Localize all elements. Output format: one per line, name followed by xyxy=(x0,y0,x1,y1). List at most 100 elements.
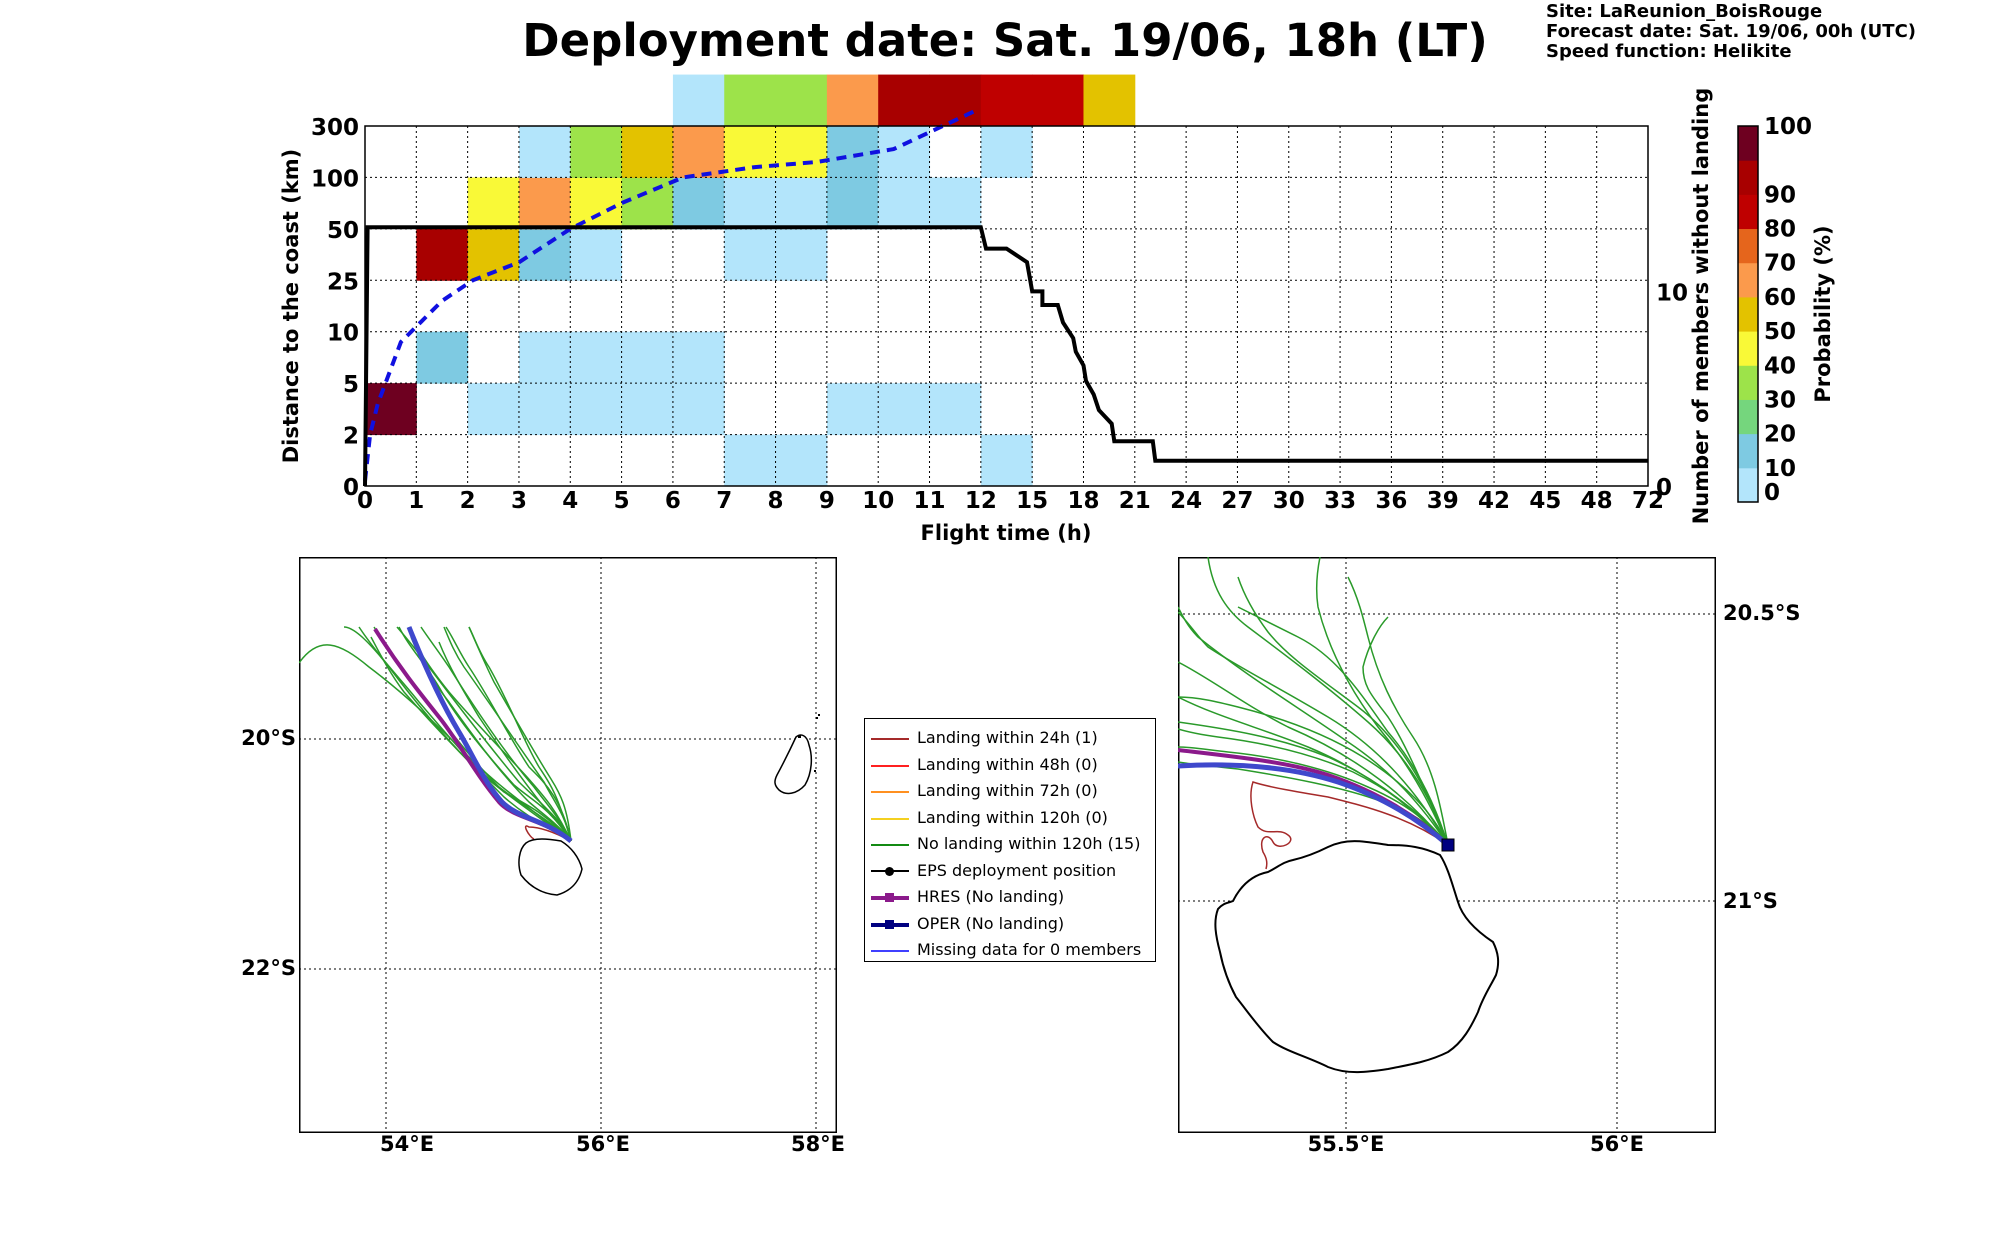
x-tick-label: 39 xyxy=(1427,488,1459,514)
heatmap-cell xyxy=(929,74,982,127)
x-tick-label: 7 xyxy=(716,488,732,514)
heatmap-cell xyxy=(980,126,1033,178)
legend-line-icon xyxy=(871,844,909,846)
heatmap-cell xyxy=(878,177,931,230)
left-map-ytick: 22°S xyxy=(241,956,296,980)
forecast-date-label: Forecast date: Sat. 19/06, 00h (UTC) xyxy=(1546,21,1917,42)
legend-line-icon xyxy=(871,950,909,952)
x-tick-label: 21 xyxy=(1119,488,1151,514)
heatmap-cell xyxy=(980,74,1033,127)
heatmap-cell xyxy=(672,177,725,230)
heatmap-cell xyxy=(775,177,828,230)
heatmap-cell xyxy=(929,383,982,436)
x-tick-label: 48 xyxy=(1581,488,1613,514)
heatmap-cell xyxy=(518,228,571,281)
heatmap-cell xyxy=(416,331,469,384)
legend-item: Landing within 48h (0) xyxy=(865,754,1155,780)
legend-label: No landing within 120h (15) xyxy=(917,834,1141,853)
colorbar-tick-label: 90 xyxy=(1764,182,1796,208)
heatmap-cell xyxy=(672,383,725,436)
colorbar-tick-label: 100 xyxy=(1764,114,1812,140)
x-tick-labels: 0 1 2 3 4 5 6 7 8 9 10 11 12 15 18 21 24 27 30 33 36 39 42 45 48… xyxy=(357,488,1664,514)
x-tick-label: 10 xyxy=(862,488,894,514)
heatmap-cell xyxy=(724,126,777,178)
colorbar-swatch xyxy=(1738,467,1758,503)
y-tick-label: 25 xyxy=(327,269,359,295)
x-tick-label: 11 xyxy=(914,488,946,514)
colorbar-tick-label: 80 xyxy=(1764,217,1796,243)
members-without-landing-line xyxy=(363,225,1648,487)
heatmap-cell xyxy=(1083,74,1136,127)
legend-item: Missing data for 0 members xyxy=(865,939,1155,965)
heatmap-cell xyxy=(724,74,777,127)
x-tick-label: 45 xyxy=(1529,488,1561,514)
left-map-ytick: 20°S xyxy=(241,726,296,750)
page-title: Deployment date: Sat. 19/06, 18h (LT) xyxy=(522,14,1488,67)
y-tick-label: 50 xyxy=(327,218,359,244)
map-gridlines xyxy=(299,557,837,1133)
heatmap-cell xyxy=(518,331,571,384)
trajectory-map-overview xyxy=(299,557,837,1133)
y-tick-label: 10 xyxy=(327,321,359,347)
mean-distance-curve xyxy=(363,108,977,482)
heatmap-cell xyxy=(518,177,571,230)
colorbar-frame xyxy=(1737,125,1759,503)
heatmap-frame xyxy=(364,125,1649,487)
legend-label: Landing within 48h (0) xyxy=(917,754,1098,774)
heatmap-cell xyxy=(672,74,725,127)
map-legend: Landing within 24h (1) Landing within 48h… xyxy=(864,718,1156,962)
colorbar-tick-label: 70 xyxy=(1764,251,1796,277)
colorbar-tick-label: 60 xyxy=(1764,285,1796,311)
y-tick-label: 300 xyxy=(311,115,359,141)
legend-item: No landing within 120h (15) xyxy=(865,833,1155,859)
right-map-xtick: 55.5°E xyxy=(1307,1132,1385,1156)
y2-axis-label: Number of members without landing xyxy=(1689,88,1713,525)
legend-line-icon xyxy=(871,764,909,767)
legend-line-icon xyxy=(871,738,909,740)
x-tick-label: 33 xyxy=(1324,488,1356,514)
colorbar-tick-label: 50 xyxy=(1764,319,1796,345)
colorbar-tick-label: 10 xyxy=(1764,456,1796,482)
heatmap-cell xyxy=(775,228,828,281)
left-map-xtick: 56°E xyxy=(575,1132,631,1156)
heatmap-grid xyxy=(365,126,1648,486)
trajectory-landing-24h xyxy=(1250,781,1449,870)
circle-marker-icon xyxy=(885,866,894,876)
colorbar-swatch xyxy=(1738,296,1758,332)
x-tick-label: 72 xyxy=(1632,488,1664,514)
y-tick-label: 100 xyxy=(311,166,359,192)
heatmap-cell xyxy=(621,331,674,384)
heatmap-cell xyxy=(416,228,469,281)
heatmap-cell xyxy=(570,228,623,281)
heatmap-cell xyxy=(467,177,520,230)
heatmap-cell xyxy=(570,126,623,178)
heatmap-cell xyxy=(775,74,828,127)
heatmap-cell xyxy=(621,126,674,178)
legend-label: Missing data for 0 members xyxy=(917,940,1142,959)
x-tick-label: 4 xyxy=(562,488,578,514)
heatmap-cell xyxy=(826,177,879,230)
heatmap-cell xyxy=(518,383,571,436)
left-map-xtick: 54°E xyxy=(380,1132,435,1156)
heatmap-cell xyxy=(621,177,674,230)
heatmap-cell xyxy=(672,331,725,384)
legend-item: OPER (No landing) xyxy=(865,913,1155,939)
heatmap-cell xyxy=(570,383,623,436)
left-map-xtick: 58°E xyxy=(790,1132,846,1156)
heatmap-cell xyxy=(724,177,777,230)
colorbar-tick-label: 20 xyxy=(1764,422,1796,448)
heatmap-cell xyxy=(878,383,931,436)
right-map-ytick: 21°S xyxy=(1723,889,1778,913)
heatmap-cell xyxy=(980,434,1033,487)
x-tick-label: 6 xyxy=(665,488,681,514)
heatmap-cell xyxy=(570,177,623,230)
heatmap-cell xyxy=(724,228,777,281)
heatmap-cell xyxy=(570,331,623,384)
x-tick-label: 12 xyxy=(965,488,997,514)
x-tick-label: 3 xyxy=(511,488,527,514)
colorbar-tick-label: 30 xyxy=(1764,387,1796,413)
heatmap-cell xyxy=(621,383,674,436)
deployment-position-marker xyxy=(1441,838,1455,852)
colorbar-swatch xyxy=(1738,126,1758,161)
